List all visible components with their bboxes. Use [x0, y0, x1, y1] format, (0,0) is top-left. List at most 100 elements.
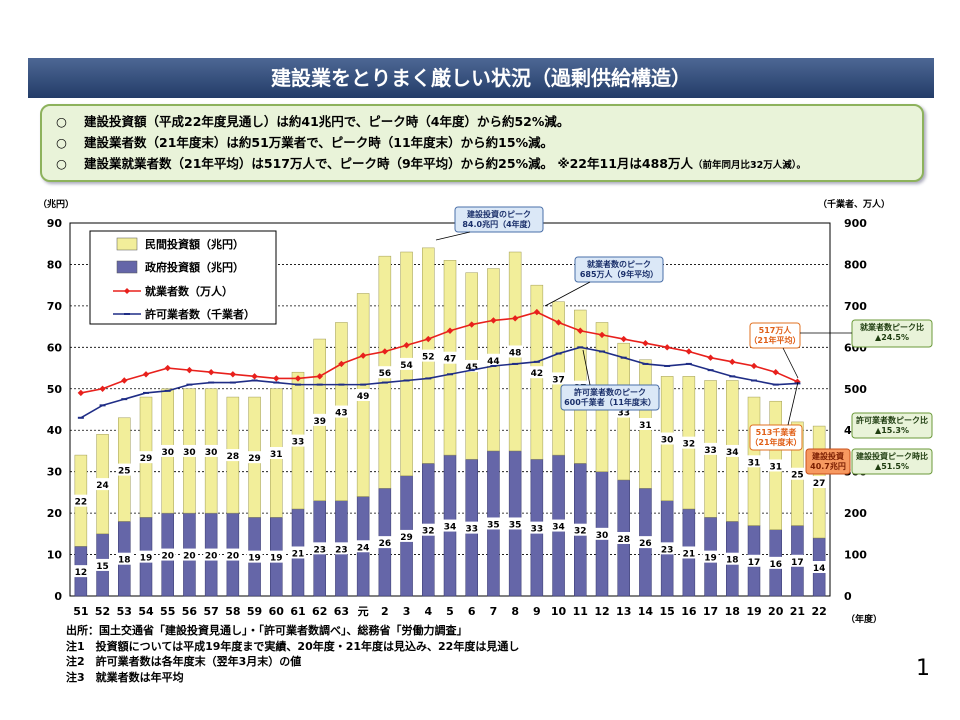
annotation-investment-peak-text: 建設投資のピーク [466, 209, 531, 219]
bar-label-government: 20 [183, 552, 196, 562]
label-bg [94, 478, 111, 491]
left-tick-label: 10 [47, 549, 63, 562]
x-tick-label: 19 [746, 605, 761, 618]
annotation-firms-2009-text: 513千業者 [756, 427, 797, 437]
x-tick-label: 16 [681, 605, 697, 618]
label-bg [463, 521, 480, 534]
workers-point [707, 354, 714, 361]
label-bg [637, 418, 654, 431]
label-bg [442, 519, 458, 532]
right-tick-label: 900 [844, 217, 867, 230]
bar-label-government: 32 [422, 527, 435, 537]
annotation-firms-ratio-text: 許可業者数ピーク比 [856, 415, 928, 425]
x-tick-label: 3 [403, 605, 411, 618]
label-bg [290, 434, 306, 447]
licensed-firms-line [80, 346, 798, 419]
legend-entry: 就業者数（万人） [145, 284, 233, 298]
workers-point [446, 327, 454, 334]
bar-label-private: 28 [227, 452, 240, 462]
bar-label-government: 24 [357, 543, 370, 553]
note-3: 注3 就業者数は年平均 [66, 670, 184, 684]
workers-point [77, 389, 85, 397]
bar-label-government: 32 [574, 527, 587, 537]
workers-point [207, 369, 215, 376]
label-bg [594, 527, 610, 540]
x-tick-label: 21 [790, 605, 805, 618]
x-tick-label: 20 [768, 605, 784, 618]
label-bg [355, 540, 372, 553]
label-bg [311, 413, 328, 426]
label-bg [159, 444, 176, 457]
legend-entry: 政府投資額（兆円） [145, 260, 244, 274]
workers-point [425, 335, 432, 343]
label-bg [659, 542, 676, 555]
x-tick-label: 13 [616, 605, 631, 618]
label-bg [224, 548, 241, 561]
bar-label-private: 25 [118, 467, 131, 477]
label-bg [702, 550, 719, 563]
x-tick-label: 57 [203, 605, 218, 618]
bar-label-government: 26 [379, 539, 392, 549]
bar-label-private: 48 [509, 348, 522, 358]
workers-point [229, 371, 237, 378]
annotation-investment-2010-box [805, 448, 851, 475]
bar-label-government: 18 [118, 556, 131, 566]
bar-label-private: 37 [552, 375, 565, 385]
label-bg [528, 366, 545, 379]
x-tick-label: 61 [290, 605, 305, 618]
annotation-workers-peak-text: 685万人（9年平均） [580, 269, 658, 279]
bar-label-private: 25 [791, 471, 804, 481]
left-tick-label: 30 [47, 466, 63, 479]
bar-label-government: 17 [791, 558, 804, 568]
note-2: 注2 許可業者数は各年度末（翌年3月末）の値 [66, 655, 302, 668]
annotation-firms-ratio-text: ▲15.3% [875, 426, 909, 435]
workers-point [338, 360, 345, 368]
label-bg [550, 372, 567, 385]
label-bg [333, 542, 350, 555]
right-tick-label: 100 [844, 549, 867, 562]
bar-label-government: 33 [465, 525, 478, 535]
x-axis-label: （年度） [846, 613, 882, 625]
x-tick-label: 55 [160, 605, 175, 618]
annotation-investment-peak-pointer [435, 231, 471, 241]
right-tick-label: 200 [844, 507, 867, 520]
x-tick-label: 52 [95, 605, 110, 618]
bar-label-private: 27 [813, 479, 826, 489]
label-bg [355, 388, 372, 401]
label-bg [789, 554, 806, 567]
x-tick-label: 元 [358, 605, 369, 618]
label-bg [203, 444, 220, 457]
label-bg [767, 459, 784, 472]
bar-label-government: 17 [748, 558, 761, 568]
legend-swatch [116, 260, 138, 274]
annotation-investment-peak-text: 84.0兆円（4年度） [462, 219, 535, 229]
bar-label-private: 30 [161, 448, 174, 458]
label-bg [94, 558, 111, 571]
bar-label-government: 19 [270, 554, 283, 564]
bar-label-government: 12 [75, 568, 88, 578]
bar-label-government: 20 [205, 552, 218, 562]
bar-label-private: 31 [748, 458, 761, 468]
x-tick-label: 22 [811, 605, 826, 618]
label-bg [72, 494, 89, 507]
bar-label-private: 31 [769, 462, 782, 472]
label-bg [811, 476, 828, 489]
workers-point [251, 373, 258, 380]
label-bg [398, 529, 415, 542]
label-bg [507, 345, 524, 358]
bar-label-private: 39 [313, 417, 326, 427]
label-bg [268, 447, 285, 460]
label-bg [420, 523, 437, 536]
label-bg [138, 550, 154, 563]
workers-point [381, 348, 389, 355]
left-tick-label: 80 [47, 258, 63, 271]
label-bg [246, 451, 263, 464]
x-tick-label: 59 [247, 605, 262, 618]
label-bg [789, 467, 806, 480]
bar-label-private: 33 [292, 438, 305, 448]
right-tick-label: 700 [844, 300, 867, 313]
annotation-firms-2009-pointer [787, 381, 799, 426]
bar-label-private: 44 [487, 357, 500, 367]
bar-label-government: 20 [227, 552, 240, 562]
